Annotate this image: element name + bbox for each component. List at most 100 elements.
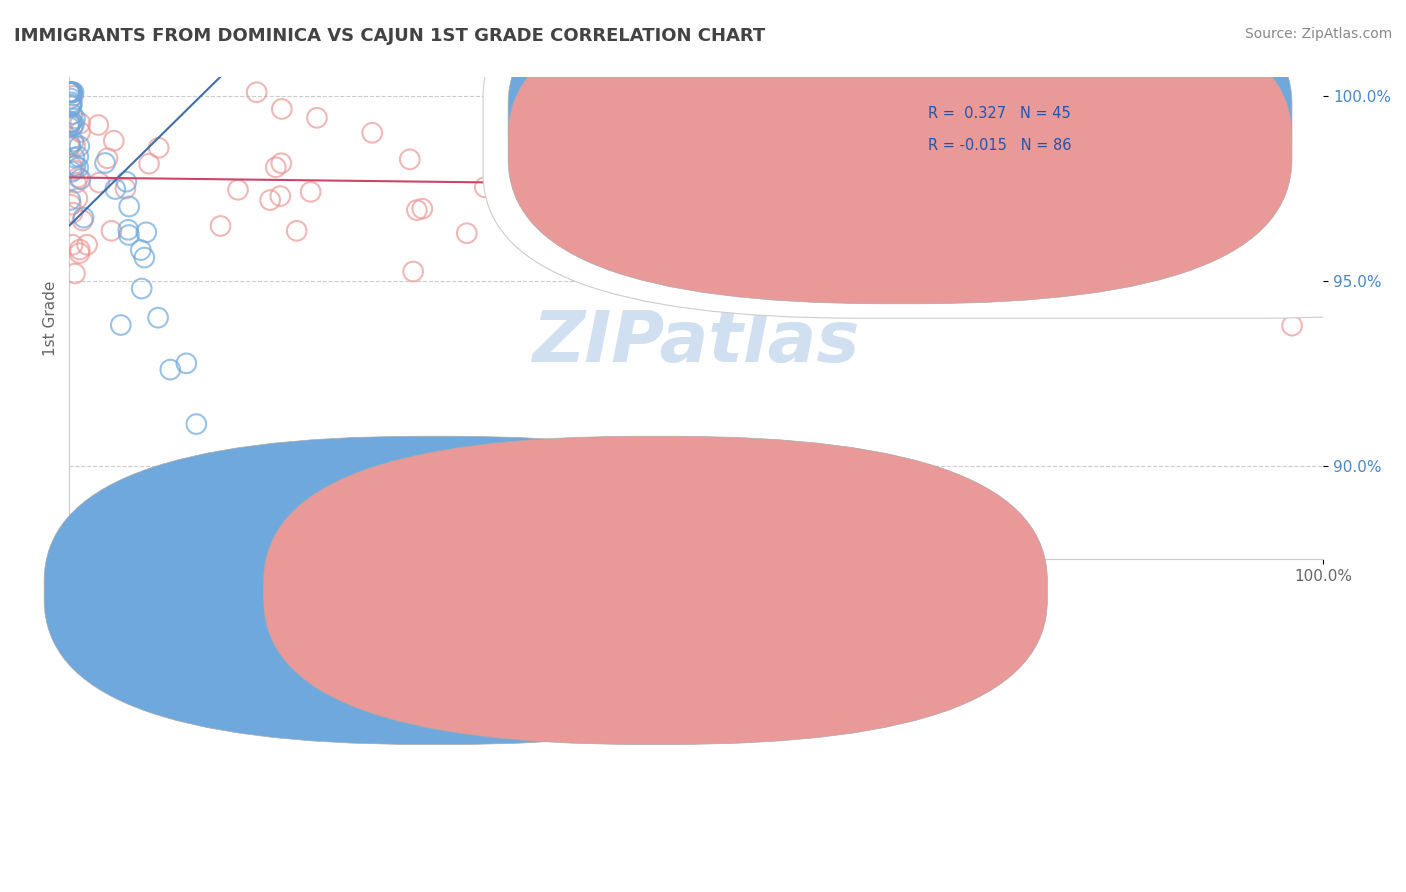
- FancyBboxPatch shape: [263, 436, 1047, 745]
- Point: [1303, 177, 1326, 191]
- Point: [299, 185, 322, 199]
- Point: [62, 85, 84, 99]
- Point: [114, 181, 136, 195]
- Point: [1201, 213, 1223, 227]
- Point: [138, 156, 160, 170]
- Point: [799, 160, 821, 174]
- Point: [62, 88, 84, 103]
- Point: [129, 243, 152, 257]
- Point: [270, 156, 292, 170]
- Point: [582, 224, 605, 238]
- Point: [60, 99, 83, 113]
- Point: [186, 417, 208, 431]
- Point: [932, 178, 955, 193]
- Point: [264, 161, 287, 175]
- Text: ZIPatlas: ZIPatlas: [533, 308, 860, 376]
- Point: [474, 180, 496, 194]
- Point: [1118, 171, 1140, 186]
- Point: [60, 85, 83, 99]
- Point: [69, 246, 91, 260]
- Point: [226, 183, 249, 197]
- Point: [60, 164, 83, 178]
- Point: [72, 213, 94, 227]
- FancyBboxPatch shape: [484, 0, 1406, 318]
- Point: [59, 118, 82, 132]
- Point: [66, 192, 89, 206]
- Point: [65, 159, 87, 173]
- Point: [1237, 101, 1260, 115]
- Point: [1198, 161, 1220, 176]
- Point: [1071, 150, 1094, 164]
- Point: [398, 153, 420, 167]
- Point: [58, 116, 80, 130]
- Point: [69, 243, 91, 257]
- Point: [1144, 204, 1167, 219]
- Point: [748, 85, 770, 99]
- FancyBboxPatch shape: [508, 0, 1292, 304]
- Point: [60, 107, 83, 121]
- Point: [63, 138, 86, 153]
- Point: [76, 237, 98, 252]
- Point: [1153, 122, 1175, 136]
- Point: [67, 161, 90, 175]
- Point: [402, 264, 425, 278]
- Point: [60, 97, 83, 112]
- Point: [305, 111, 328, 125]
- Point: [69, 116, 91, 130]
- Point: [60, 115, 83, 129]
- Point: [159, 362, 181, 376]
- Point: [69, 172, 91, 186]
- Point: [58, 85, 80, 99]
- Point: [62, 237, 84, 252]
- Point: [59, 85, 82, 99]
- Point: [209, 219, 232, 233]
- Point: [148, 141, 170, 155]
- Text: Cajuns: Cajuns: [696, 581, 747, 596]
- Text: Source: ZipAtlas.com: Source: ZipAtlas.com: [1244, 27, 1392, 41]
- Point: [62, 119, 84, 133]
- Point: [134, 251, 156, 265]
- Point: [58, 85, 80, 99]
- Point: [891, 276, 914, 290]
- Point: [135, 225, 157, 239]
- Point: [58, 85, 80, 99]
- Point: [60, 85, 83, 99]
- Point: [110, 318, 132, 332]
- FancyBboxPatch shape: [508, 0, 1292, 272]
- Text: Immigrants from Dominica: Immigrants from Dominica: [406, 581, 610, 596]
- Point: [59, 91, 82, 105]
- Point: [59, 85, 82, 99]
- Point: [1039, 147, 1062, 161]
- Point: [59, 193, 82, 207]
- Point: [69, 125, 91, 139]
- Point: [59, 197, 82, 211]
- Point: [65, 176, 87, 190]
- Point: [711, 178, 734, 192]
- Point: [1099, 109, 1122, 123]
- Point: [146, 310, 169, 325]
- Point: [67, 170, 90, 185]
- Point: [593, 215, 616, 229]
- Point: [63, 267, 86, 281]
- Point: [60, 85, 83, 99]
- Point: [725, 149, 748, 163]
- Point: [1220, 138, 1243, 153]
- Point: [1071, 134, 1094, 148]
- Point: [512, 119, 534, 133]
- Point: [1157, 224, 1180, 238]
- Point: [533, 133, 555, 147]
- Point: [63, 117, 86, 131]
- Point: [118, 200, 141, 214]
- Point: [1281, 318, 1303, 333]
- Point: [901, 181, 924, 195]
- Point: [117, 223, 139, 237]
- Point: [63, 163, 86, 178]
- Point: [89, 176, 111, 190]
- Text: R =  0.327   N = 45: R = 0.327 N = 45: [928, 106, 1071, 121]
- Point: [62, 205, 84, 219]
- Point: [285, 224, 308, 238]
- Point: [612, 136, 634, 151]
- Point: [270, 102, 292, 116]
- Point: [103, 134, 125, 148]
- Point: [63, 112, 86, 126]
